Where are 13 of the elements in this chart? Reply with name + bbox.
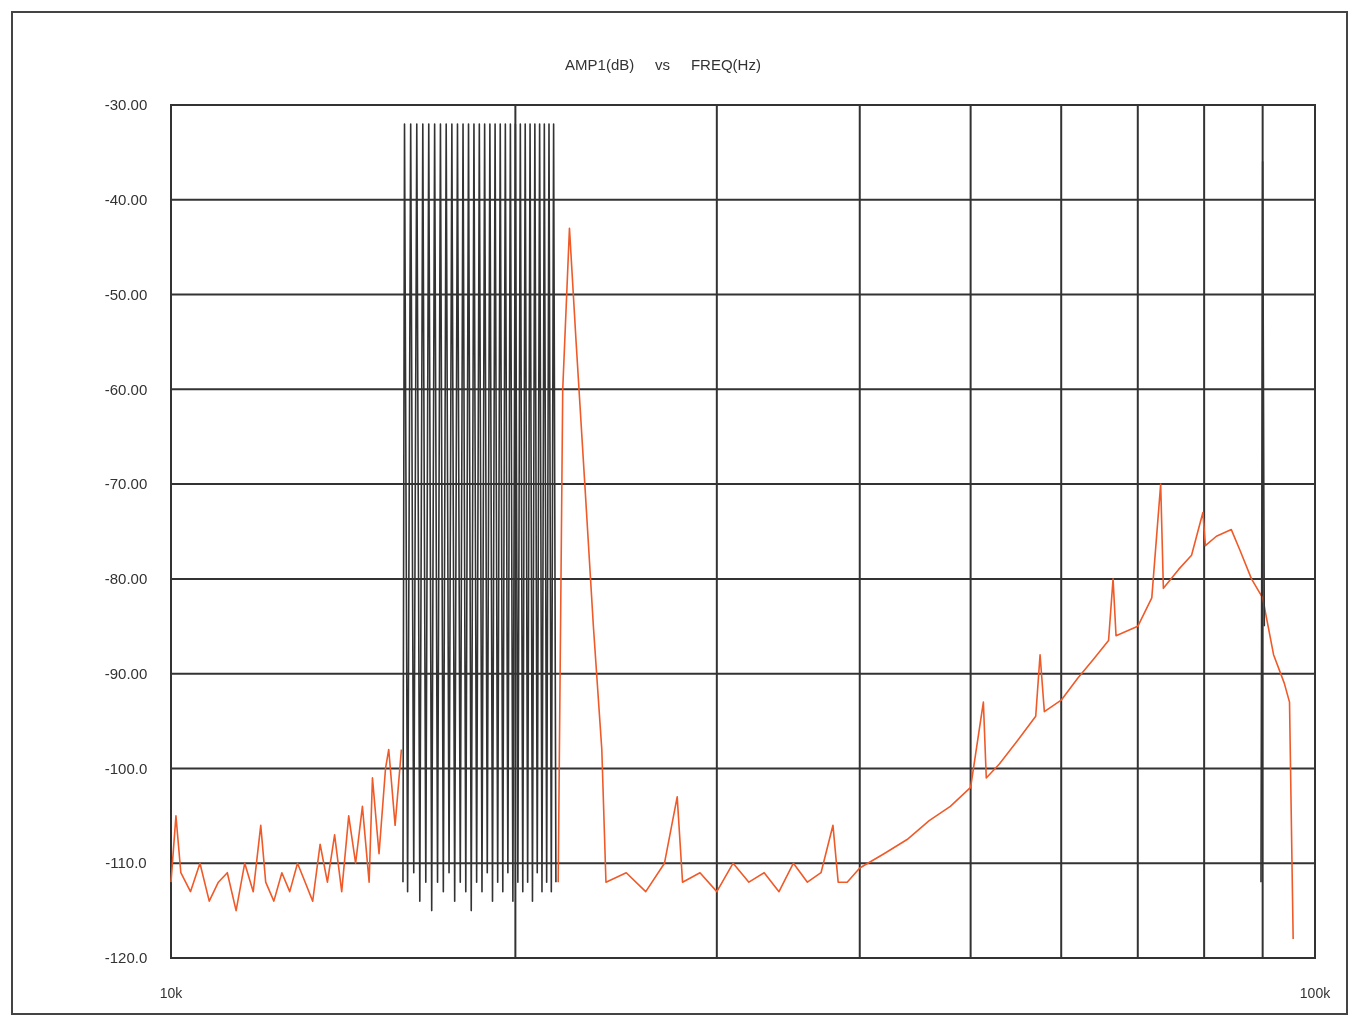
y-tick-label: -30.00	[104, 96, 148, 114]
y-tick-label: -60.00	[104, 380, 148, 398]
x-tick-label: 10k	[159, 985, 184, 1001]
x-tick-label: 100k	[1299, 985, 1332, 1001]
y-tick-label: -100.0	[104, 759, 148, 777]
y-tick-label: -110.0	[105, 854, 147, 872]
y-tick-label: -120.0	[104, 949, 148, 967]
y-tick-label: -90.00	[104, 664, 148, 682]
y-tick-label: -80.00	[104, 570, 148, 588]
chart-title: AMP1(dB) vs FREQ(Hz)	[565, 56, 761, 73]
y-tick-label: -70.00	[104, 475, 148, 493]
y-tick-label: -50.00	[104, 285, 148, 303]
y-tick-label: -40.00	[104, 191, 148, 209]
